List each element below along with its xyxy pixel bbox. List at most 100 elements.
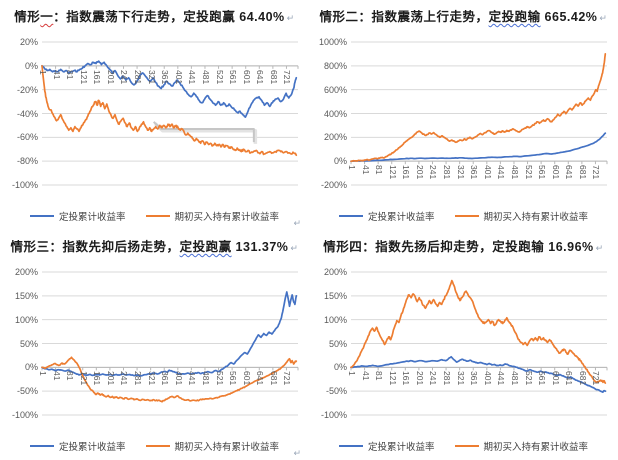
- legend-line-lumpsum: [145, 215, 170, 217]
- x-axis-tick: 121: [78, 69, 89, 85]
- x-axis-tick: 641: [255, 371, 266, 386]
- y-axis-tick: -100%: [11, 180, 38, 190]
- y-axis-tick: -100%: [320, 410, 347, 420]
- chart-title-case2: 情形二：指数震荡上行走势，定投跑输 665.42% ↵: [309, 6, 618, 25]
- x-axis-tick: 601: [241, 69, 252, 85]
- series-line-lumpsum: [41, 64, 298, 157]
- title-text: 情形: [14, 10, 41, 24]
- x-axis-tick: 81: [374, 165, 385, 175]
- paragraph-mark: ↵: [290, 243, 299, 253]
- x-axis-tick: 1: [347, 165, 357, 170]
- x-axis-tick: 721: [591, 371, 602, 386]
- x-axis-tick: 481: [200, 371, 211, 386]
- x-axis-tick: 1: [38, 371, 48, 377]
- y-axis-tick: 0%: [333, 156, 347, 167]
- title-text: 131.37%: [231, 240, 289, 254]
- legend-label-sip: 定投累计收益率: [367, 212, 435, 223]
- y-axis-tick: 20%: [19, 37, 38, 47]
- x-axis-tick: 601: [550, 371, 561, 386]
- x-axis-tick: 241: [119, 69, 130, 85]
- x-axis-tick: 81: [65, 371, 76, 381]
- x-axis-tick: 401: [173, 69, 184, 85]
- y-axis-tick: 1000%: [318, 37, 347, 47]
- chart-canvas: [350, 41, 608, 186]
- x-axis-tick: 521: [523, 371, 534, 386]
- y-axis-tick: 50%: [19, 338, 38, 349]
- y-axis-tick: 200%: [323, 132, 347, 143]
- series-line-lumpsum: [41, 356, 298, 403]
- series-line-lumpsum: [350, 279, 607, 384]
- x-axis-tick: 241: [428, 165, 439, 180]
- x-axis-tick: 721: [282, 371, 293, 386]
- x-axis-tick: 561: [537, 371, 548, 386]
- legend-label-sip: 定投累计收益率: [58, 442, 126, 453]
- x-axis-tick: 321: [455, 371, 466, 386]
- y-axis-tick: 0%: [24, 362, 38, 373]
- x-axis-tick: 521: [523, 165, 534, 180]
- legend-label-sip: 定投累计收益率: [367, 442, 435, 453]
- x-axis-tick: 641: [564, 371, 575, 386]
- y-axis-tick: 800%: [323, 60, 347, 71]
- x-axis-tick: 161: [401, 371, 412, 386]
- x-axis-tick: 521: [214, 371, 225, 386]
- legend-line-sip: [29, 445, 54, 447]
- x-axis-tick: 161: [92, 371, 103, 386]
- x-axis-tick: 681: [268, 371, 279, 386]
- x-axis-tick: 41: [360, 165, 371, 175]
- x-axis-tick: 561: [228, 69, 239, 85]
- x-axis-tick: 561: [228, 371, 239, 386]
- chart-title-case3: 情形三：指数先抑后扬走势，定投跑赢 131.37% ↵: [0, 236, 309, 255]
- x-axis-tick: 281: [442, 165, 453, 180]
- x-axis-tick: 1: [347, 371, 357, 377]
- title-text: 665.42%: [540, 10, 598, 24]
- legend-line-sip: [338, 215, 363, 217]
- x-axis-tick: 121: [387, 371, 398, 386]
- x-axis-tick: 401: [482, 165, 493, 180]
- chart-case4: 情形四：指数先扬后抑走势，定投跑输 16.96% ↵ 定投累计收益率 期初买入持有…: [309, 230, 618, 460]
- x-axis-tick: 601: [241, 371, 252, 386]
- x-axis-tick: 41: [51, 371, 62, 381]
- y-axis-tick: -20%: [16, 84, 38, 95]
- x-axis-tick: 121: [387, 165, 398, 180]
- chart-canvas: [41, 271, 299, 416]
- x-axis-tick: 601: [550, 165, 561, 180]
- x-axis-tick: 481: [509, 165, 520, 180]
- x-axis-tick: 321: [146, 69, 157, 85]
- chart-legend: 定投累计收益率 期初买入持有累计收益率: [309, 209, 618, 223]
- x-axis-tick: 41: [51, 69, 62, 80]
- y-axis-tick: -50%: [16, 386, 38, 397]
- bracket-annotation: [153, 121, 255, 143]
- line-chart-case2: [309, 0, 618, 230]
- x-axis-tick: 441: [496, 371, 507, 386]
- x-axis-tick: 81: [65, 69, 76, 80]
- title-text: ：指数震荡下行走势，定投跑赢 64.40%: [53, 10, 285, 24]
- chart-canvas: [41, 41, 299, 186]
- legend-label-lumpsum: 期初买入持有累计收益率: [174, 442, 280, 453]
- line-chart-case3: [0, 230, 309, 460]
- x-axis-tick: 441: [187, 371, 198, 386]
- chart-legend: 定投累计收益率 期初买入持有累计收益率: [0, 209, 309, 223]
- chart-legend: 定投累计收益率 期初买入持有累计收益率: [309, 439, 618, 453]
- title-text: 情形三：指数先抑后扬走势，: [10, 240, 180, 254]
- x-axis-tick: 521: [214, 69, 225, 85]
- x-axis-tick: 201: [414, 165, 425, 180]
- x-axis-tick: 121: [78, 371, 89, 386]
- x-axis-tick: 41: [360, 371, 371, 381]
- x-axis-tick: 201: [105, 371, 116, 386]
- legend-label-lumpsum: 期初买入持有累计收益率: [483, 442, 589, 453]
- x-axis-tick: 681: [577, 371, 588, 386]
- y-axis-tick: 400%: [323, 108, 347, 119]
- x-axis-tick: 281: [442, 371, 453, 386]
- series-line-sip: [41, 60, 298, 118]
- title-text: 情形二：指数震荡上行走势，: [319, 10, 489, 24]
- series-line-sip: [350, 355, 607, 393]
- legend-line-lumpsum: [454, 445, 479, 447]
- title-text: 情形四：指数先扬后抑走势，定投跑输 16.96%: [323, 240, 594, 254]
- x-axis-tick: 441: [496, 165, 507, 180]
- y-axis-tick: 150%: [14, 290, 38, 301]
- series-line-lumpsum: [350, 53, 607, 163]
- x-axis-tick: 321: [455, 165, 466, 180]
- x-axis-tick: 1: [38, 69, 48, 75]
- x-axis-tick: 281: [133, 371, 144, 386]
- y-axis-tick: 0%: [24, 60, 38, 71]
